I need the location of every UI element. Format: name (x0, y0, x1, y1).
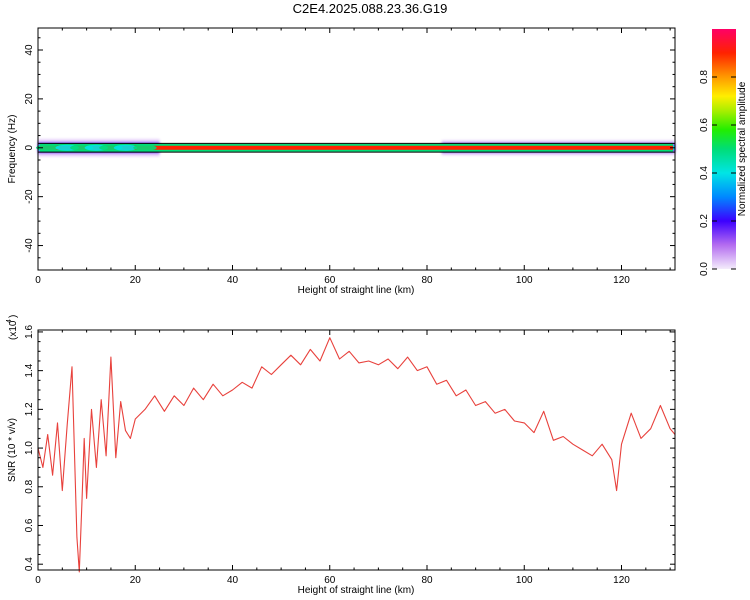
snr-y-tick-label: 0.4 (24, 557, 35, 571)
heat-core-red (40, 145, 673, 150)
colorbar-tick-label: 0.2 (699, 214, 710, 228)
heat-speckle-6 (133, 144, 157, 151)
x-tick-label: 120 (613, 275, 630, 286)
colorbar-gradient (712, 29, 736, 269)
y-tick-label: -20 (24, 189, 35, 204)
snr-x-tick-label: 60 (324, 575, 336, 586)
y-tick-label: -40 (24, 238, 35, 253)
colorbar-tick-label: 0.4 (699, 166, 710, 180)
colorbar-tick-label: 0.8 (699, 70, 710, 84)
snr-scale-base: (x10 (8, 320, 19, 340)
snr-x-tick-label: 20 (130, 575, 142, 586)
x-tick-label: 100 (516, 275, 533, 286)
colorbar: 0.0 0.2 0.4 0.6 0.8 Normalized spectral ampl… (699, 29, 748, 276)
snr-panel: 0 20 40 60 80 100 120 0.4 0.6 0.8 1.0 1.2 1.4 1.6 Hei… (6, 315, 676, 596)
x-tick-label: 20 (130, 275, 142, 286)
spectrogram-axes: 0 20 40 60 80 100 120 40 20 0 -20 -40 (24, 28, 675, 286)
snr-scale-label: (x10 4 ) (6, 315, 19, 340)
colorbar-label: Normalized spectral amplitude (737, 81, 748, 216)
y-tick-label: 0 (24, 145, 35, 151)
y-tick-label: 40 (24, 44, 35, 56)
snr-scale-exponent: 4 (6, 319, 13, 323)
heatmap-layer (36, 139, 675, 157)
spectrogram-ylabel: Frequency (Hz) (7, 115, 18, 184)
snr-x-tick-label: 0 (35, 575, 41, 586)
snr-axes: 0 20 40 60 80 100 120 0.4 0.6 0.8 1.0 1.2 1.4 1.6 (24, 325, 675, 586)
y-tick-label: 20 (24, 93, 35, 105)
snr-xlabel: Height of straight line (km) (298, 585, 415, 596)
snr-x-tick-label: 120 (613, 575, 630, 586)
colorbar-ticks: 0.0 0.2 0.4 0.6 0.8 (699, 70, 736, 276)
colorbar-tick-label: 0.0 (699, 262, 710, 276)
snr-y-tick-label: 1.6 (24, 325, 35, 339)
snr-y-tick-label: 1.2 (24, 402, 35, 416)
x-tick-label: 80 (421, 275, 433, 286)
snr-x-tick-label: 40 (227, 575, 239, 586)
snr-x-tick-label: 80 (421, 575, 433, 586)
snr-series-line-0 (37, 337, 676, 573)
spectrogram-panel: 0 20 40 60 80 100 120 40 20 0 -20 -40 Height of str… (7, 27, 676, 296)
snr-y-tick-label: 0.6 (24, 518, 35, 532)
x-tick-label: 60 (324, 275, 336, 286)
snr-y-tick-label: 0.8 (24, 479, 35, 493)
snr-line-layer (37, 337, 676, 573)
x-tick-label: 0 (35, 275, 41, 286)
colorbar-tick-label: 0.6 (699, 118, 710, 132)
spectrogram-xlabel: Height of straight line (km) (298, 285, 415, 296)
heat-speckle-0 (36, 144, 60, 151)
snr-scale-close: ) (8, 315, 19, 318)
snr-x-tick-label: 100 (516, 575, 533, 586)
snr-ylabel: SNR (10 * v/v) (7, 418, 18, 482)
snr-y-tick-label: 1.0 (24, 441, 35, 455)
spectrogram-frame (37, 27, 676, 271)
snr-y-tick-label: 1.4 (24, 363, 35, 377)
heat-speckle-5 (113, 144, 138, 151)
x-tick-label: 40 (227, 275, 239, 286)
snr-frame (37, 329, 676, 571)
figure-title: C2E4.2025.088.23.36.G19 (293, 1, 448, 16)
